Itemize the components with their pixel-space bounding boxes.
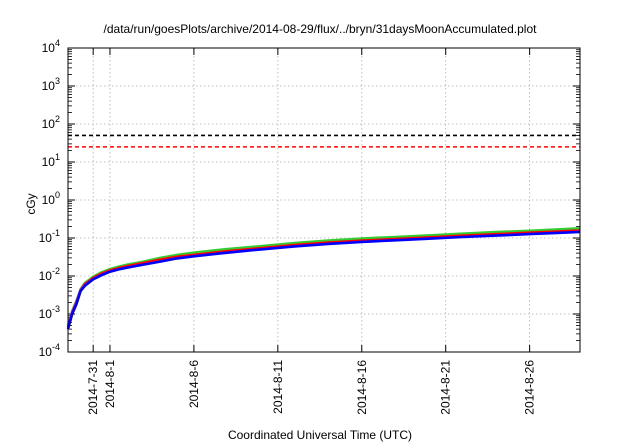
y-tick-base: 10	[42, 193, 56, 207]
y-tick-exponent: 2	[55, 114, 60, 124]
y-tick-base: 10	[42, 117, 56, 131]
x-tick-label: 2014-7-31	[86, 360, 100, 415]
y-tick-label: 103	[42, 76, 60, 93]
y-tick-label: 10-2	[39, 266, 60, 283]
y-tick-label: 10-1	[39, 228, 60, 245]
y-tick-exponent: 0	[55, 190, 60, 200]
y-tick-base: 10	[42, 155, 56, 169]
y-tick-exponent: 4	[55, 38, 60, 48]
y-tick-base: 10	[39, 231, 53, 245]
y-tick-exponent: 1	[55, 152, 60, 162]
x-tick-label: 2014-8-11	[271, 360, 285, 414]
y-tick-base: 10	[39, 345, 53, 359]
y-tick-exponent: -4	[52, 342, 60, 352]
y-tick-exponent: -1	[52, 228, 60, 238]
y-tick-exponent: 3	[55, 76, 60, 86]
y-tick-base: 10	[39, 269, 53, 283]
y-tick-base: 10	[42, 41, 56, 55]
x-tick-label: 2014-8-6	[187, 360, 201, 408]
y-tick-label: 100	[42, 190, 60, 207]
y-axis-label: cGy	[24, 193, 38, 215]
y-tick-exponent: -3	[52, 304, 60, 314]
x-tick-label: 2014-8-21	[439, 360, 453, 415]
y-tick-label: 102	[42, 114, 60, 131]
y-tick-label: 101	[42, 152, 60, 169]
y-tick-base: 10	[39, 307, 53, 321]
y-tick-label: 10-4	[39, 342, 60, 359]
x-tick-label: 2014-8-26	[523, 360, 537, 415]
plot-frame	[67, 47, 581, 353]
x-tick-label: 2014-8-16	[355, 360, 369, 415]
y-tick-exponent: -2	[52, 266, 60, 276]
y-tick-label: 10-3	[39, 304, 60, 321]
x-axis-label: Coordinated Universal Time (UTC)	[227, 428, 413, 442]
y-tick-label: 104	[42, 38, 60, 55]
y-tick-base: 10	[42, 79, 56, 93]
series-line	[66, 230, 581, 330]
chart-title: /data/run/goesPlots/archive/2014-08-29/f…	[103, 22, 537, 36]
x-tick-label: 2014-8-1	[103, 360, 117, 408]
